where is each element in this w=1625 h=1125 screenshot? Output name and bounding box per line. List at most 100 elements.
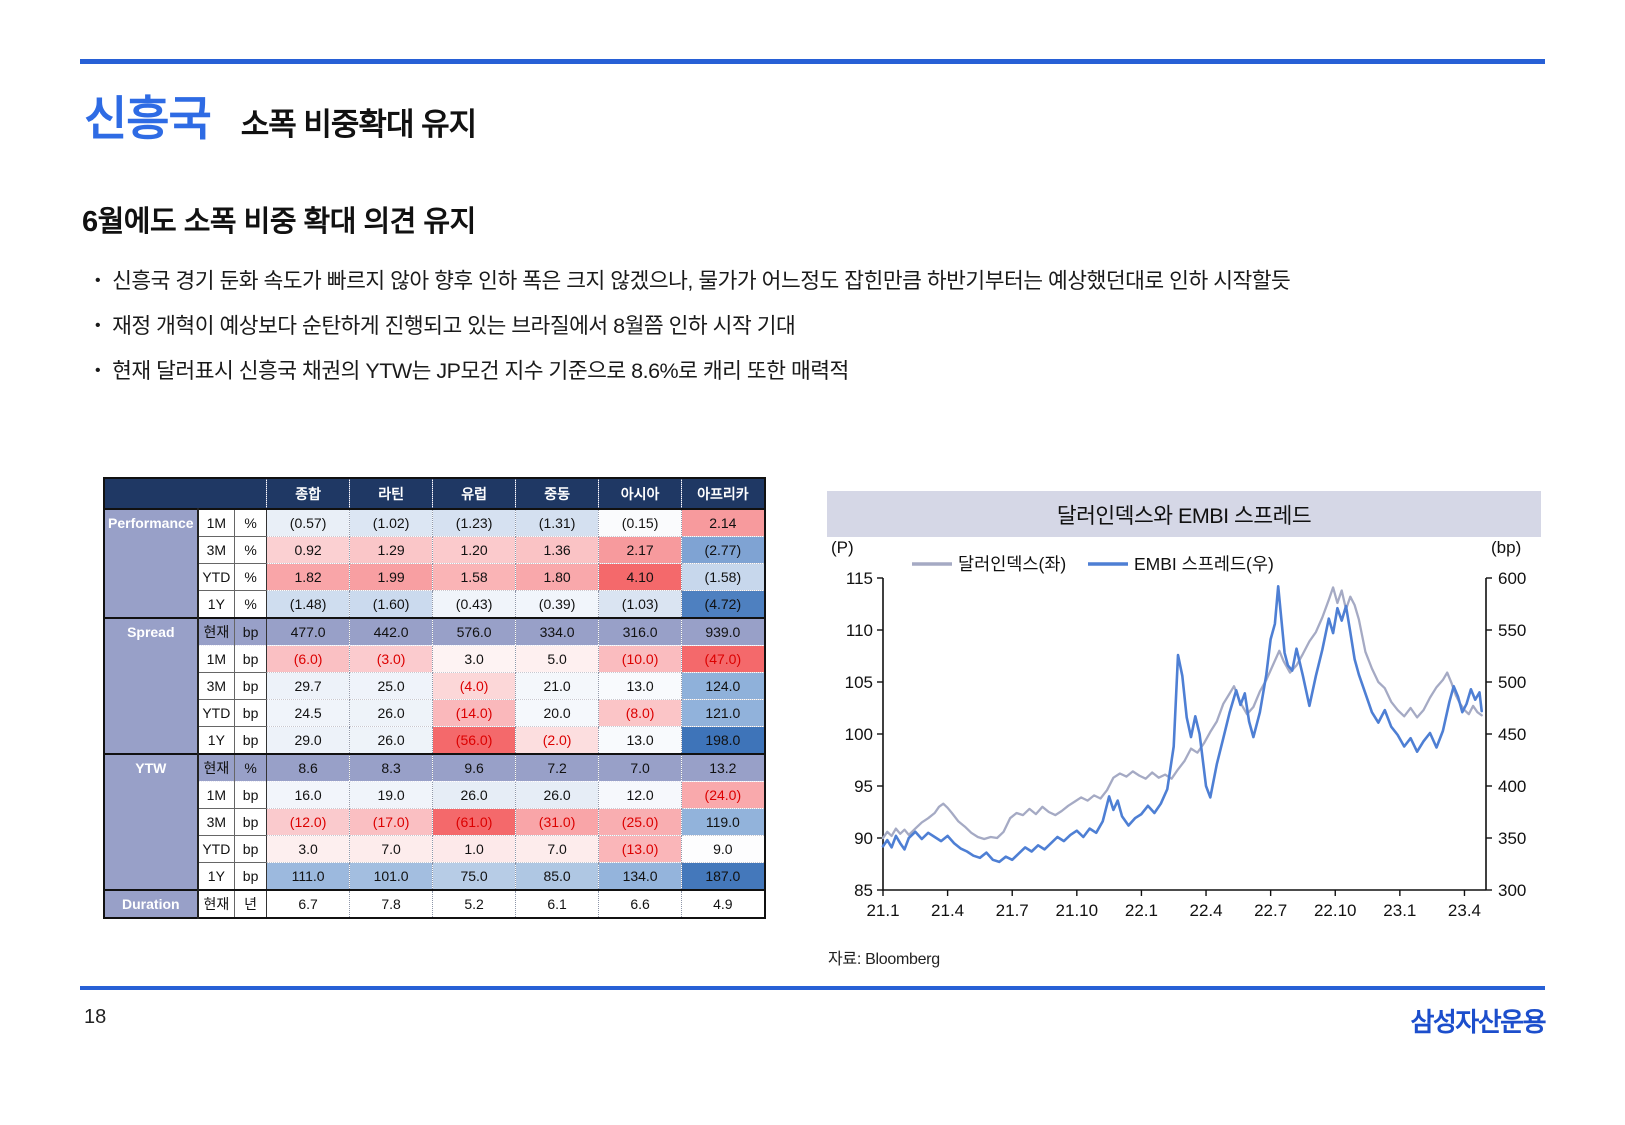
- value-cell: 1.20: [432, 536, 517, 564]
- value-cell: 29.0: [266, 726, 351, 755]
- value-cell: 13.2: [681, 753, 765, 782]
- x-axis-label: 21.10: [1056, 901, 1099, 920]
- value-cell: 13.0: [598, 672, 683, 700]
- value-cell: 12.0: [598, 781, 683, 809]
- right-axis-label: 500: [1498, 673, 1526, 692]
- value-cell: (17.0): [349, 808, 434, 836]
- value-cell: (10.0): [598, 645, 683, 673]
- table-body: Performance 1M% (0.57) (1.02) (1.23) (1.31) (0…: [104, 508, 765, 919]
- table-row: 1M bp 16.0 19.0 26.0 26.0 12.0 (24.0): [104, 781, 765, 809]
- value-cell: 2.17: [598, 536, 683, 564]
- left-axis-label: 95: [854, 777, 873, 796]
- unit-cell: %: [234, 563, 268, 591]
- value-cell: 3.0: [266, 835, 351, 863]
- group-label-cell: Duration: [104, 889, 199, 918]
- unit-cell: bp: [234, 781, 268, 809]
- value-cell: 187.0: [681, 862, 765, 891]
- bullet-text: 재정 개혁이 예상보다 순탄하게 진행되고 있는 브라질에서 8월쯤 인하 시작…: [112, 314, 796, 338]
- series-line-dollar-index: [881, 586, 1483, 841]
- left-axis-label: 115: [846, 569, 873, 588]
- bullet-text: 신흥국 경기 둔화 속도가 빠르지 않아 향후 인하 폭은 크지 않겠으나, 물…: [112, 269, 1291, 293]
- group-label: Spread: [127, 624, 175, 640]
- value-cell: 7.0: [598, 753, 683, 782]
- company-logo: 삼성자산운용: [1410, 1007, 1546, 1037]
- group-label: Duration: [122, 896, 180, 912]
- table-row: YTD bp 3.0 7.0 1.0 7.0 (13.0) 9.0: [104, 835, 765, 863]
- unit-cell: %: [234, 590, 268, 619]
- value-cell: (61.0): [432, 808, 517, 836]
- value-cell: 1.58: [432, 563, 517, 591]
- unit-cell: bp: [234, 645, 268, 673]
- unit-cell: bp: [234, 862, 268, 891]
- value-cell: 16.0: [266, 781, 351, 809]
- value-cell: (0.57): [266, 508, 351, 537]
- value-cell: 7.0: [515, 835, 600, 863]
- value-cell: (1.58): [681, 563, 765, 591]
- value-cell: (2.77): [681, 536, 765, 564]
- value-cell: (12.0): [266, 808, 351, 836]
- period-cell: YTD: [197, 563, 236, 591]
- table-row: 1Y% (1.48) (1.60) (0.43) (0.39) (1.03) (4.72): [104, 590, 765, 619]
- value-cell: 124.0: [681, 672, 765, 700]
- group-label: Performance: [108, 515, 194, 531]
- unit-cell: bp: [234, 808, 268, 836]
- left-axis-unit: (P): [831, 538, 854, 557]
- x-axis-label: 21.1: [866, 901, 899, 920]
- chart-panel: 달러인덱스와 EMBI 스프레드 115 110 105 100 95 90 85 600 55…: [827, 477, 1541, 977]
- value-cell: 8.6: [266, 753, 351, 782]
- right-axis-label: 300: [1498, 881, 1526, 900]
- bullet-item: • 재정 개혁이 예상보다 순탄하게 진행되고 있는 브라질에서 8월쯤 인하 시…: [95, 311, 1515, 341]
- value-cell: 29.7: [266, 672, 351, 700]
- x-axis-label: 22.1: [1125, 901, 1158, 920]
- right-axis-label: 450: [1498, 725, 1526, 744]
- table-row: 1Y bp 29.0 26.0 (56.0) (2.0) 13.0 198.0: [104, 726, 765, 755]
- period-cell: 3M: [197, 536, 236, 564]
- value-cell: 19.0: [349, 781, 434, 809]
- page-title: 신흥국: [84, 92, 212, 145]
- value-cell: 4.9: [681, 889, 765, 919]
- page-subtitle: 소폭 비중확대 유지: [240, 107, 477, 142]
- value-cell: 1.29: [349, 536, 434, 564]
- value-cell: 7.2: [515, 753, 600, 782]
- value-cell: (1.03): [598, 590, 683, 619]
- value-cell: 134.0: [598, 862, 683, 891]
- right-axis-label: 350: [1498, 829, 1526, 848]
- value-cell: 119.0: [681, 808, 765, 836]
- value-cell: 5.0: [515, 645, 600, 673]
- value-cell: (4.72): [681, 590, 765, 619]
- value-cell: 7.0: [349, 835, 434, 863]
- table-row: Duration 현재 년 6.7 7.8 5.2 6.1 6.6 4.9: [104, 889, 765, 919]
- value-cell: 9.6: [432, 753, 517, 782]
- value-cell: 1.80: [515, 563, 600, 591]
- series-line-embi-spread: [881, 584, 1484, 864]
- value-cell: (2.0): [515, 726, 600, 755]
- chart-title: 달러인덱스와 EMBI 스프레드: [827, 491, 1541, 537]
- value-cell: 121.0: [681, 699, 765, 727]
- x-axis-label: 22.7: [1254, 901, 1287, 920]
- period-cell: 3M: [197, 672, 236, 700]
- value-cell: 1.99: [349, 563, 434, 591]
- unit-cell: %: [234, 753, 268, 782]
- bullet-item: • 현재 달러표시 신흥국 채권의 YTW는 JP모건 지수 기준으로 8.6%로…: [95, 356, 1515, 386]
- group-label-cell: YTW: [104, 753, 199, 891]
- value-cell: (24.0): [681, 781, 765, 809]
- value-cell: (6.0): [266, 645, 351, 673]
- value-cell: 576.0: [432, 617, 517, 646]
- value-cell: (14.0): [432, 699, 517, 727]
- top-rule: [80, 59, 1545, 64]
- value-cell: 20.0: [515, 699, 600, 727]
- value-cell: 75.0: [432, 862, 517, 891]
- value-cell: 2.14: [681, 508, 765, 537]
- right-axis-unit: (bp): [1491, 538, 1521, 557]
- value-cell: (13.0): [598, 835, 683, 863]
- value-cell: (0.15): [598, 508, 683, 537]
- value-cell: (1.60): [349, 590, 434, 619]
- value-cell: 5.2: [432, 889, 517, 919]
- value-cell: (47.0): [681, 645, 765, 673]
- table-row: Performance 1M% (0.57) (1.02) (1.23) (1.31) (0…: [104, 508, 765, 618]
- group-label-cell: Spread: [104, 617, 199, 755]
- value-cell: 4.10: [598, 563, 683, 591]
- value-cell: 0.92: [266, 536, 351, 564]
- value-cell: 3.0: [432, 645, 517, 673]
- value-cell: 442.0: [349, 617, 434, 646]
